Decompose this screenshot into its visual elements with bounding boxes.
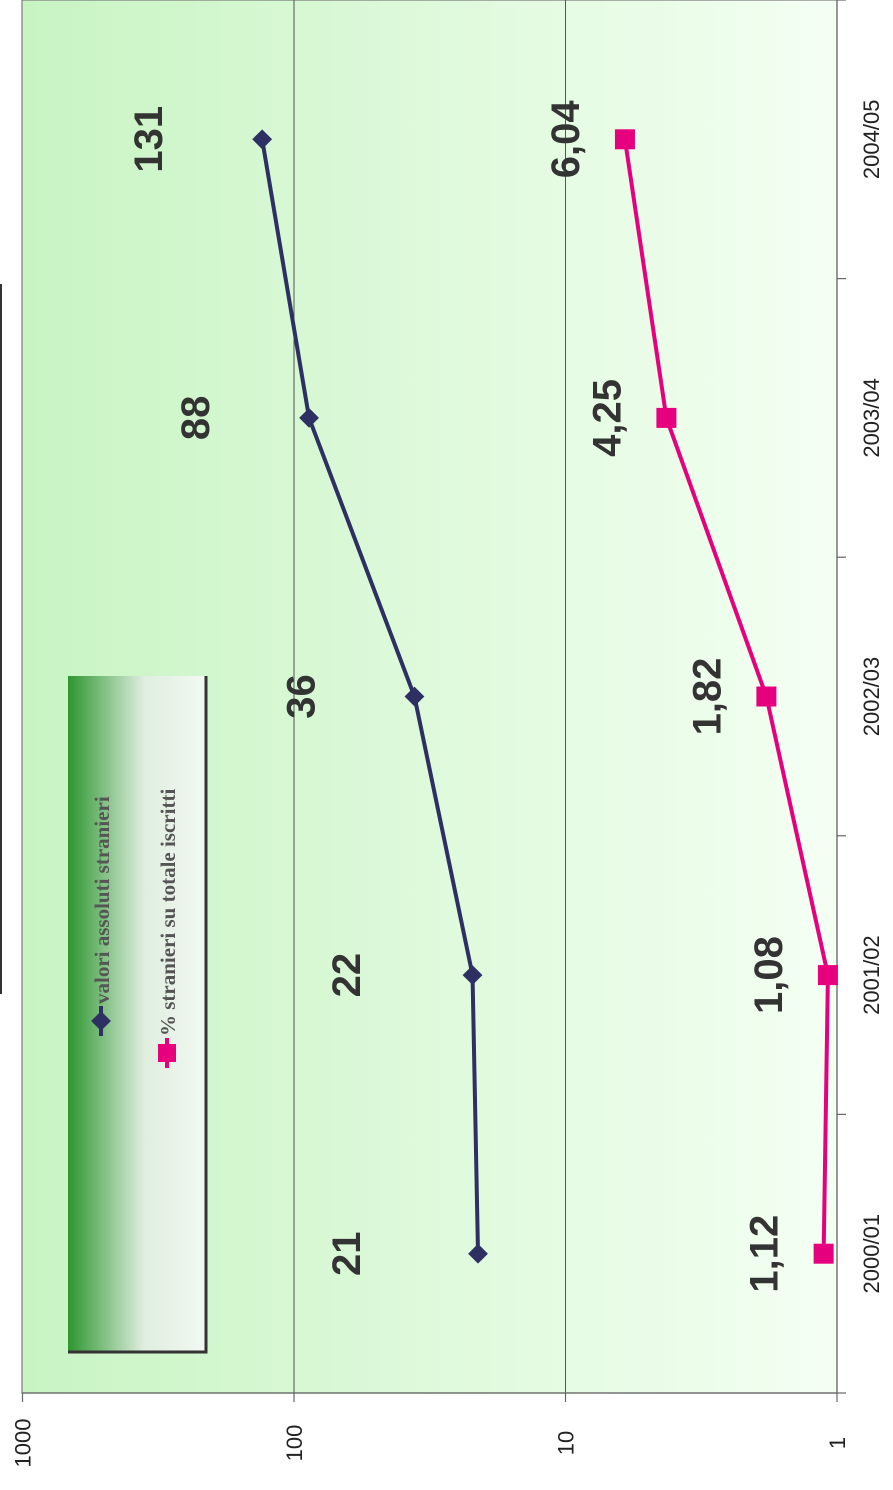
data-label: 1,12 (743, 1215, 787, 1293)
data-point-square (817, 965, 838, 986)
data-point-square (614, 129, 635, 150)
square-marker-icon (158, 1044, 176, 1062)
legend-label: valori assoluti stranieri (90, 796, 114, 1004)
data-label: 1,08 (747, 936, 791, 1014)
axes: 1 10 100 1000 2000/01 2001/02 2002/03 2003/04 20… (11, 0, 884, 1468)
legend-frame (68, 676, 208, 1354)
data-label: 6,04 (544, 100, 588, 179)
legend-box (68, 676, 206, 1352)
category-tick-label: 2003/04 (859, 378, 884, 458)
data-label: 88 (174, 396, 218, 441)
data-label: 22 (325, 953, 369, 998)
data-point-diamond (252, 129, 273, 150)
data-point-square (656, 407, 677, 428)
legend-entry-percent-stranieri: % stranieri su totale iscritti (156, 789, 180, 1068)
data-point-square (756, 686, 777, 707)
legend-label: % stranieri su totale iscritti (156, 789, 180, 1036)
data-labels: 21 22 36 88 131 1,12 1,08 1,82 4,25 6,04 (127, 100, 791, 1293)
value-tick-label: 100 (282, 1425, 307, 1462)
data-point-square (813, 1243, 834, 1264)
value-tick-label: 1000 (11, 1419, 36, 1468)
value-tick-label: 10 (554, 1431, 579, 1455)
category-tick-label: 2001/02 (859, 935, 884, 1015)
data-label: 21 (325, 1231, 369, 1276)
category-tick-label: 2002/03 (859, 657, 884, 737)
legend-entry-valori-assoluti: valori assoluti stranieri (90, 796, 114, 1036)
series (252, 129, 838, 1264)
data-point-diamond (299, 408, 319, 428)
data-label: 36 (279, 674, 323, 719)
data-point-diamond (468, 1243, 488, 1264)
data-label: 4,25 (585, 379, 629, 457)
data-label: 1,82 (685, 658, 729, 736)
data-point-diamond (404, 686, 425, 707)
category-tick-label: 2004/05 (859, 100, 884, 180)
title-bar (0, 284, 2, 994)
legend: valori assoluti stranieri % stranieri su… (68, 676, 208, 1354)
value-tick-label: 1 (825, 1437, 850, 1449)
data-point-diamond (462, 965, 483, 985)
category-tick-label: 2000/01 (859, 1214, 884, 1294)
data-label: 131 (127, 106, 171, 173)
gridlines (293, 0, 566, 1393)
